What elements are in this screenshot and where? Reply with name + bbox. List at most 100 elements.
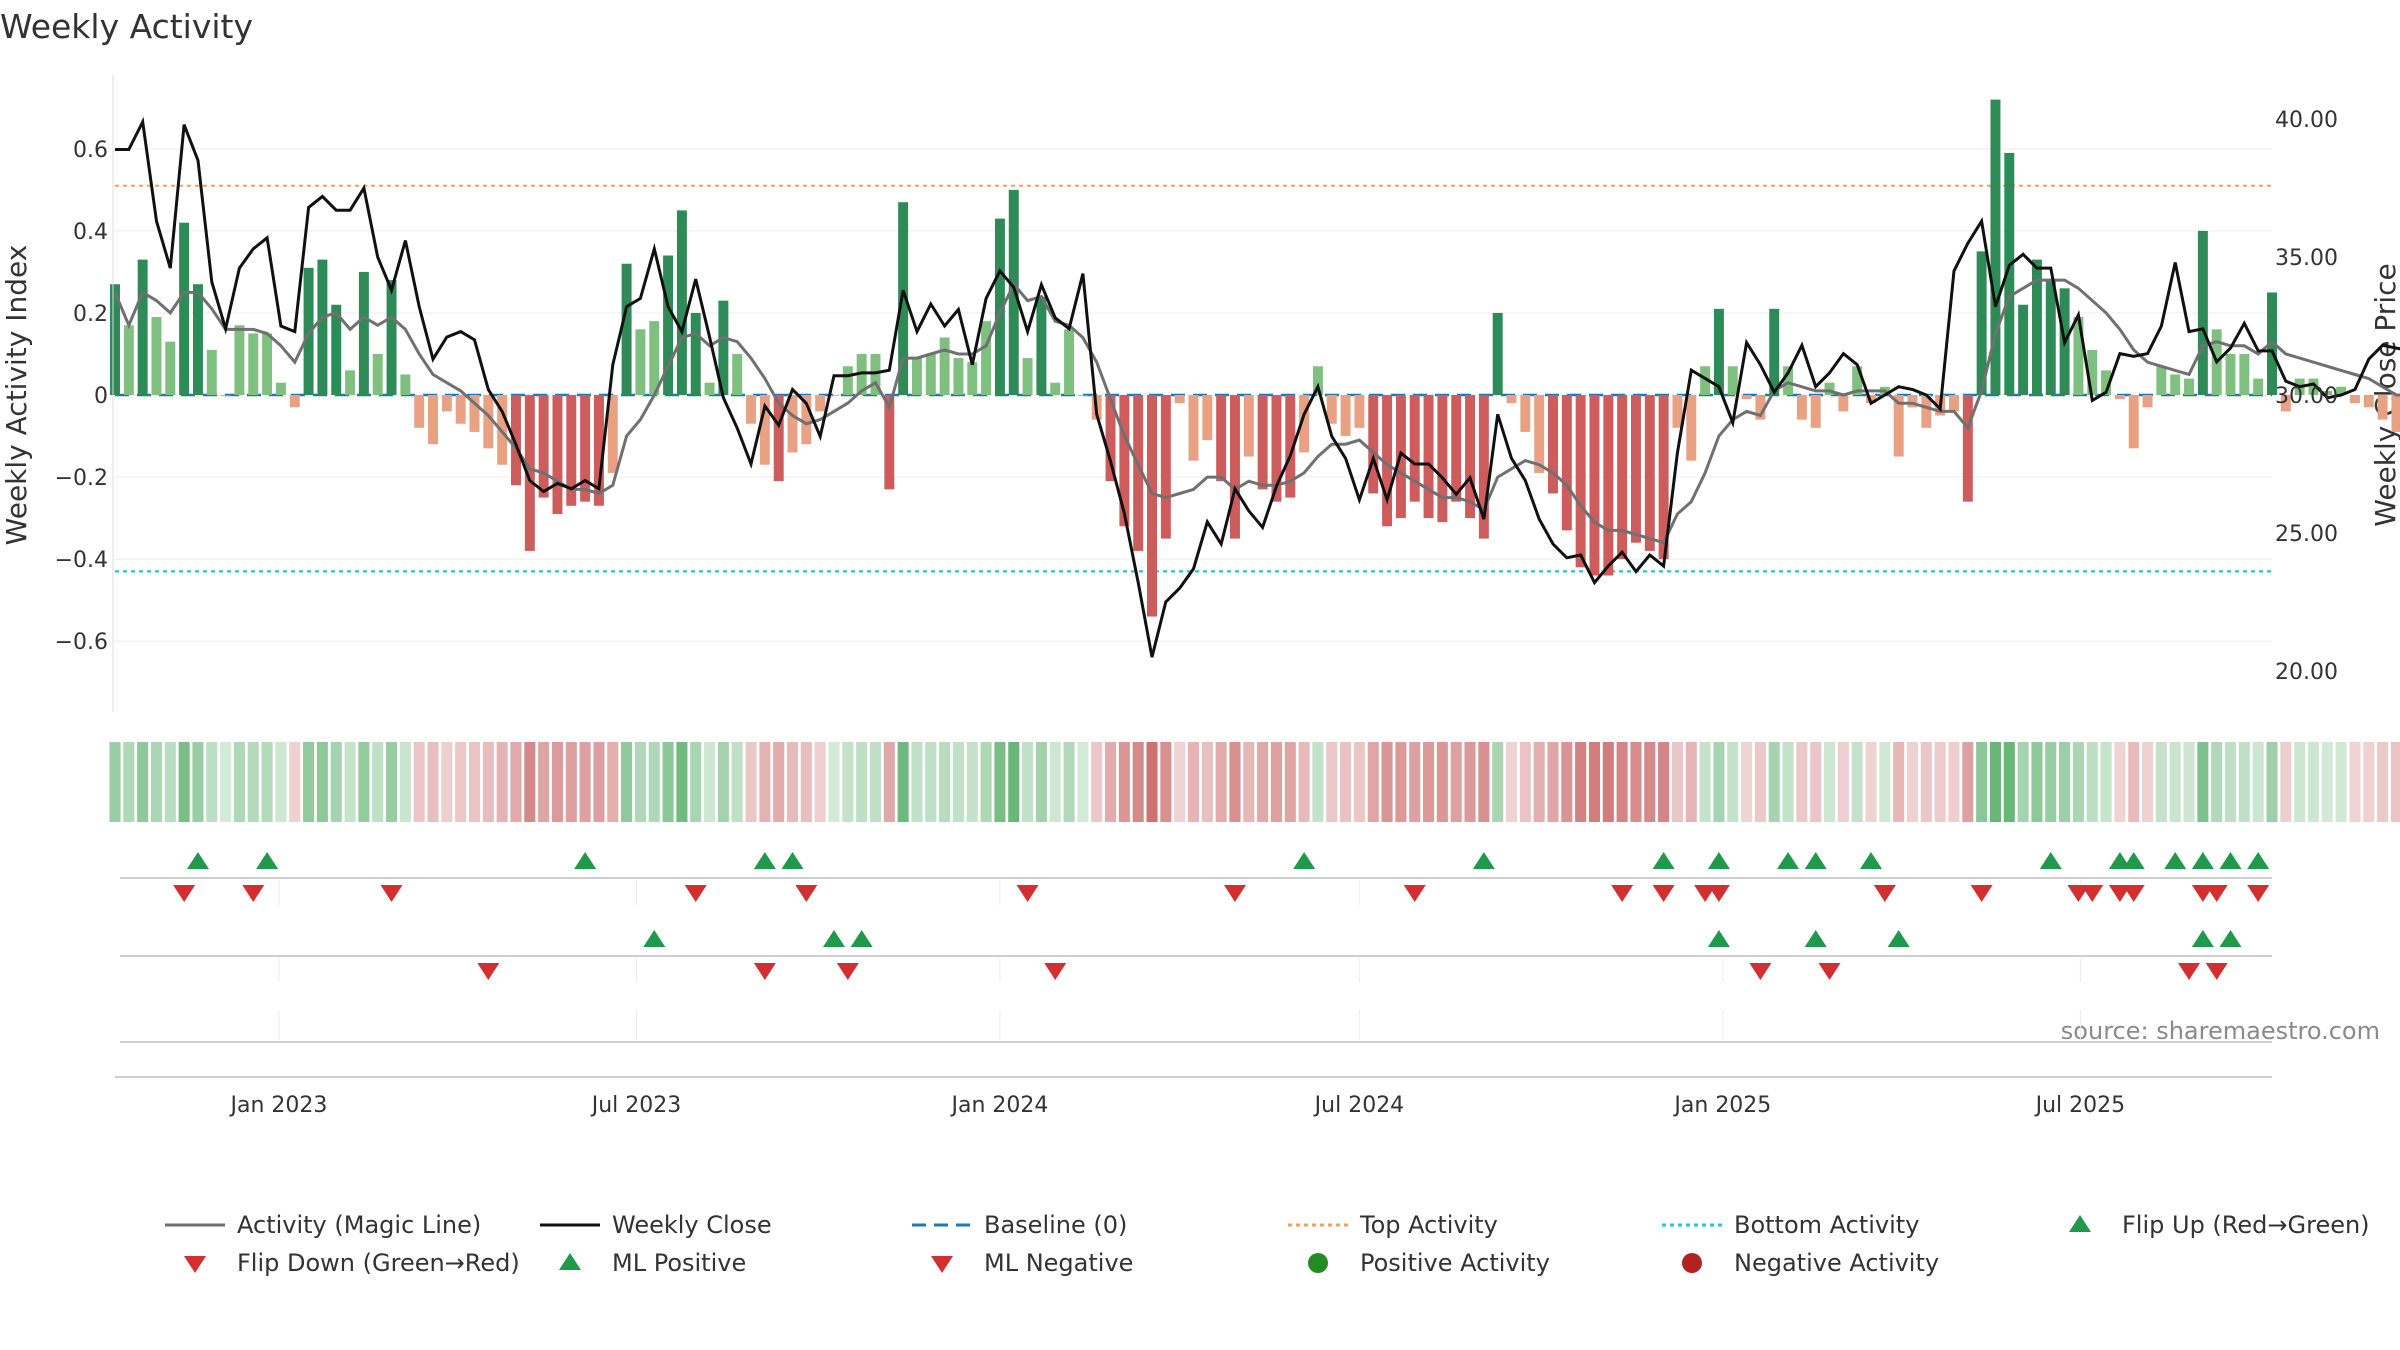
activity-bar	[511, 395, 521, 486]
activity-strip-cell	[1533, 742, 1545, 822]
flip-up-marker	[1777, 852, 1800, 869]
activity-bar	[262, 333, 273, 395]
flip-down-marker	[2067, 885, 2090, 902]
activity-bar	[1202, 395, 1213, 441]
activity-bar	[1492, 312, 1503, 395]
activity-bar	[787, 395, 798, 453]
ml-negative-marker	[2178, 963, 2201, 980]
legend-label: Flip Up (Red→Green)	[2122, 1211, 2370, 1239]
activity-strip-cell	[247, 742, 259, 822]
activity-bar	[1230, 395, 1240, 539]
activity-bar	[773, 395, 784, 482]
y-tick-left: 0.2	[73, 302, 108, 327]
activity-strip-cell	[1105, 742, 1117, 822]
activity-bar	[441, 395, 452, 412]
activity-bar	[925, 353, 936, 395]
activity-strip-cell	[2128, 742, 2140, 822]
activity-bar	[732, 353, 743, 395]
activity-strip-cell	[1754, 742, 1766, 822]
chart-title: Weekly Activity	[0, 7, 253, 46]
activity-bar	[2349, 395, 2360, 404]
activity-strip-cell	[869, 742, 882, 822]
activity-bar	[1119, 395, 1130, 527]
activity-strip-cell	[206, 742, 218, 822]
source-credit: source: sharemaestro.com	[2061, 1017, 2380, 1045]
activity-bar	[1299, 395, 1310, 453]
activity-strip-cell	[510, 742, 522, 822]
activity-bar	[552, 395, 563, 514]
activity-bar	[2128, 395, 2139, 449]
legend-label: Weekly Close	[612, 1211, 772, 1239]
y-tick-left: 0.4	[73, 220, 108, 245]
activity-strip-cell	[427, 742, 439, 822]
activity-strip-cell	[1492, 742, 1504, 822]
activity-bar	[2018, 304, 2029, 395]
legend-label: Positive Activity	[1360, 1249, 1550, 1277]
activity-bar	[870, 353, 881, 395]
flip-up-marker	[256, 852, 279, 869]
activity-strip-cell	[1049, 742, 1061, 822]
activity-strip-cell	[1810, 742, 1822, 822]
activity-bars	[110, 99, 2400, 617]
flip-down-marker	[2205, 885, 2228, 902]
activity-bar	[1008, 189, 1019, 395]
activity-bar	[1243, 395, 1254, 457]
activity-strip-cell	[2031, 742, 2043, 822]
activity-bar	[1810, 395, 1821, 428]
activity-bar	[1160, 395, 1171, 539]
activity-bar	[414, 395, 425, 428]
activity-bar	[248, 333, 259, 395]
activity-strip-cell	[800, 742, 812, 822]
activity-bar	[663, 255, 674, 395]
x-axis: Jan 2023 Jul 2023 Jan 2024 Jul 2024 Jan 2025…	[115, 1076, 2272, 1118]
activity-bar	[275, 382, 286, 395]
activity-strip-cell	[704, 742, 716, 822]
activity-bar	[1575, 395, 1586, 568]
activity-bar	[746, 395, 757, 424]
activity-bar	[2267, 292, 2277, 395]
activity-bar	[192, 284, 203, 395]
activity-strip-cell	[648, 742, 660, 822]
activity-strip-cell	[1478, 742, 1490, 822]
activity-strip-cell	[1146, 742, 1158, 822]
x-tick-label: Jul 2025	[2034, 1093, 2126, 1118]
activity-bar	[2031, 259, 2042, 395]
flip-down-marker	[795, 885, 818, 902]
activity-strip-cell	[773, 742, 785, 822]
activity-strip-cell	[1187, 742, 1200, 822]
activity-bar	[649, 321, 660, 395]
activity-bar	[234, 325, 245, 395]
activity-strip-cell	[1575, 742, 1587, 822]
activity-bar	[1326, 395, 1337, 424]
activity-bar	[1451, 395, 1462, 502]
activity-strip-cell	[1741, 742, 1753, 822]
activity-strip-cell	[1671, 742, 1683, 822]
activity-strip-cell	[2072, 742, 2084, 822]
signal-markers	[120, 852, 2272, 1043]
activity-strip-cell	[676, 742, 688, 822]
activity-bar	[718, 300, 729, 395]
activity-strip-cell	[233, 742, 245, 822]
activity-bar	[1755, 395, 1766, 420]
activity-bar	[676, 210, 687, 395]
activity-strip-cell	[579, 742, 591, 822]
flip-down-marker	[242, 885, 265, 902]
activity-strip-cell	[2086, 742, 2098, 822]
flip-up-marker	[2122, 852, 2145, 869]
activity-bar	[1630, 395, 1641, 543]
activity-bar	[1741, 395, 1752, 400]
activity-strip-cell	[814, 742, 826, 822]
activity-bar	[358, 271, 369, 395]
flip-down-marker	[2081, 885, 2104, 902]
activity-bar	[2308, 378, 2319, 395]
activity-bar	[386, 280, 397, 395]
activity-strip-cell	[1257, 742, 1269, 822]
activity-strip-cell	[1395, 742, 1407, 822]
activity-bar	[1133, 395, 1144, 551]
ml-negative-marker	[477, 963, 500, 980]
flip-up-marker	[1707, 852, 1730, 869]
activity-bar	[1368, 395, 1379, 494]
activity-bar	[317, 259, 328, 395]
activity-strip-cell	[2363, 742, 2375, 822]
